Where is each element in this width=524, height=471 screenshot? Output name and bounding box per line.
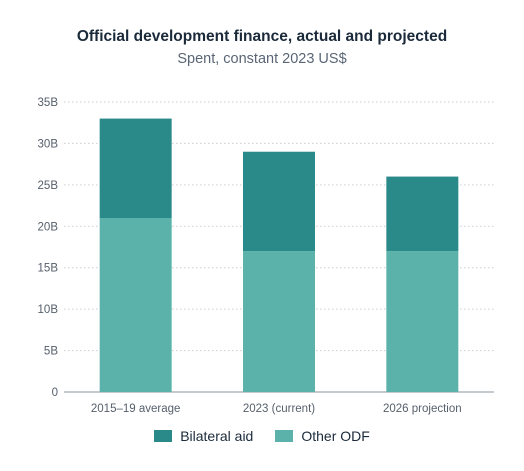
legend-label-other-odf: Other ODF xyxy=(301,428,370,444)
bar-bilateral-aid xyxy=(386,176,459,252)
legend-swatch-bilateral-aid xyxy=(154,430,173,442)
x-tick-label: 2015–19 average xyxy=(91,403,181,415)
bar-other-odf xyxy=(386,251,459,392)
y-tick-label: 10B xyxy=(38,304,59,316)
y-tick-label: 15B xyxy=(38,263,59,275)
x-tick-label: 2023 (current) xyxy=(243,403,315,415)
x-axis-ticks: 2015–19 average 2023 (current) 2026 projec… xyxy=(91,403,462,415)
bar-bilateral-aid xyxy=(243,151,315,252)
legend: Bilateral aid Other ODF xyxy=(0,428,524,444)
y-tick-label: 0 xyxy=(52,387,58,399)
y-tick-label: 30B xyxy=(38,138,59,150)
x-tick-label: 2026 projection xyxy=(383,403,462,415)
y-tick-label: 20B xyxy=(38,221,59,233)
bar-other-odf xyxy=(99,218,172,392)
legend-label-bilateral-aid: Bilateral aid xyxy=(180,428,254,444)
y-axis-ticks: 0 5B 10B 15B 20B 25B 30B 35B xyxy=(38,97,59,399)
legend-swatch-other-odf xyxy=(275,430,294,442)
chart-subtitle: Spent, constant 2023 US$ xyxy=(177,51,347,67)
y-tick-label: 35B xyxy=(38,97,59,109)
legend-item-bilateral-aid: Bilateral aid xyxy=(154,428,253,444)
legend-item-other-odf: Other ODF xyxy=(275,428,370,444)
y-tick-label: 5B xyxy=(44,346,58,358)
bars xyxy=(99,118,459,392)
bar-bilateral-aid xyxy=(99,118,172,218)
y-tick-label: 25B xyxy=(38,180,59,192)
chart-title: Official development finance, actual and… xyxy=(76,28,448,45)
bar-other-odf xyxy=(243,251,315,392)
